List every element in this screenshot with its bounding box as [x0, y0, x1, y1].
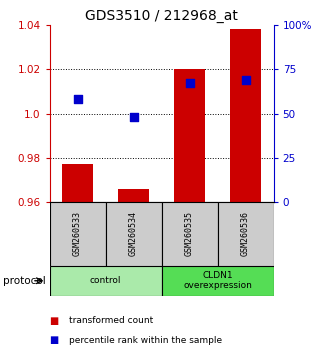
- Text: CLDN1
overexpression: CLDN1 overexpression: [183, 271, 252, 291]
- Text: GSM260535: GSM260535: [185, 211, 194, 256]
- Text: protocol: protocol: [3, 276, 46, 286]
- Text: control: control: [90, 276, 121, 285]
- Point: [75, 97, 80, 102]
- Bar: [162, 266, 274, 296]
- Bar: [50, 266, 162, 296]
- Bar: [50, 202, 106, 266]
- Bar: [230, 29, 261, 202]
- Text: GSM260536: GSM260536: [241, 211, 250, 256]
- Text: GSM260533: GSM260533: [73, 211, 82, 256]
- Point: [187, 81, 192, 86]
- Point: [131, 114, 136, 120]
- Bar: [118, 189, 149, 202]
- Text: GSM260534: GSM260534: [129, 211, 138, 256]
- Bar: [162, 202, 218, 266]
- Bar: [106, 202, 162, 266]
- Bar: [174, 69, 205, 202]
- Point: [243, 77, 248, 83]
- Text: transformed count: transformed count: [69, 316, 153, 325]
- Bar: [218, 202, 274, 266]
- Text: ■: ■: [50, 315, 59, 326]
- Bar: [62, 164, 93, 202]
- Text: percentile rank within the sample: percentile rank within the sample: [69, 336, 222, 344]
- Title: GDS3510 / 212968_at: GDS3510 / 212968_at: [85, 8, 238, 23]
- Text: ■: ■: [50, 335, 59, 345]
